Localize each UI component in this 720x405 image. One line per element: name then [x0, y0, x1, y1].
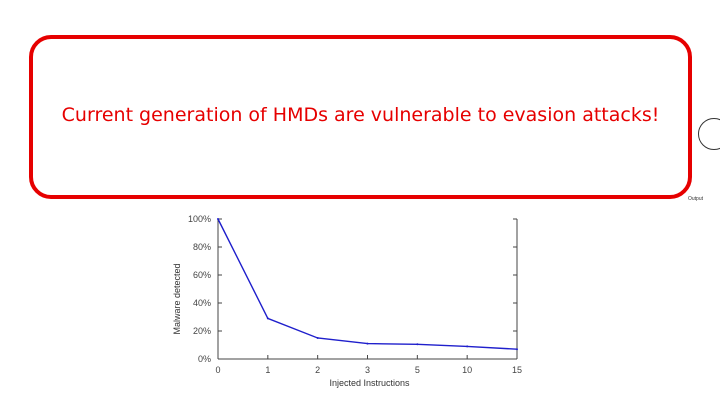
y-tick-label: 40% — [193, 298, 211, 308]
x-tick-label: 15 — [512, 365, 522, 375]
callout-text: Current generation of HMDs are vulnerabl… — [61, 104, 660, 126]
data-point — [366, 342, 369, 345]
y-axis-label: Malware detected — [172, 263, 182, 334]
x-tick-label: 10 — [462, 365, 472, 375]
data-point — [217, 218, 219, 220]
x-tick-label: 1 — [265, 365, 270, 375]
warning-callout: Current generation of HMDs are vulnerabl… — [29, 35, 692, 199]
data-point — [516, 348, 518, 351]
x-tick-label: 2 — [315, 365, 320, 375]
data-point — [416, 343, 419, 346]
y-tick-label: 0% — [198, 354, 211, 364]
y-tick-label: 20% — [193, 326, 211, 336]
data-point — [266, 317, 269, 320]
data-point — [466, 345, 469, 348]
x-tick-label: 0 — [215, 365, 220, 375]
y-tick-label: 100% — [188, 214, 211, 224]
series-line — [217, 218, 518, 350]
x-tick-label: 5 — [415, 365, 420, 375]
side-label: Output — [688, 196, 704, 202]
data-point — [316, 337, 319, 339]
y-tick-label: 80% — [193, 242, 211, 252]
x-axis-label: Injected Instructions — [329, 378, 410, 388]
x-tick-label: 3 — [365, 365, 370, 375]
y-tick-label: 60% — [193, 270, 211, 280]
